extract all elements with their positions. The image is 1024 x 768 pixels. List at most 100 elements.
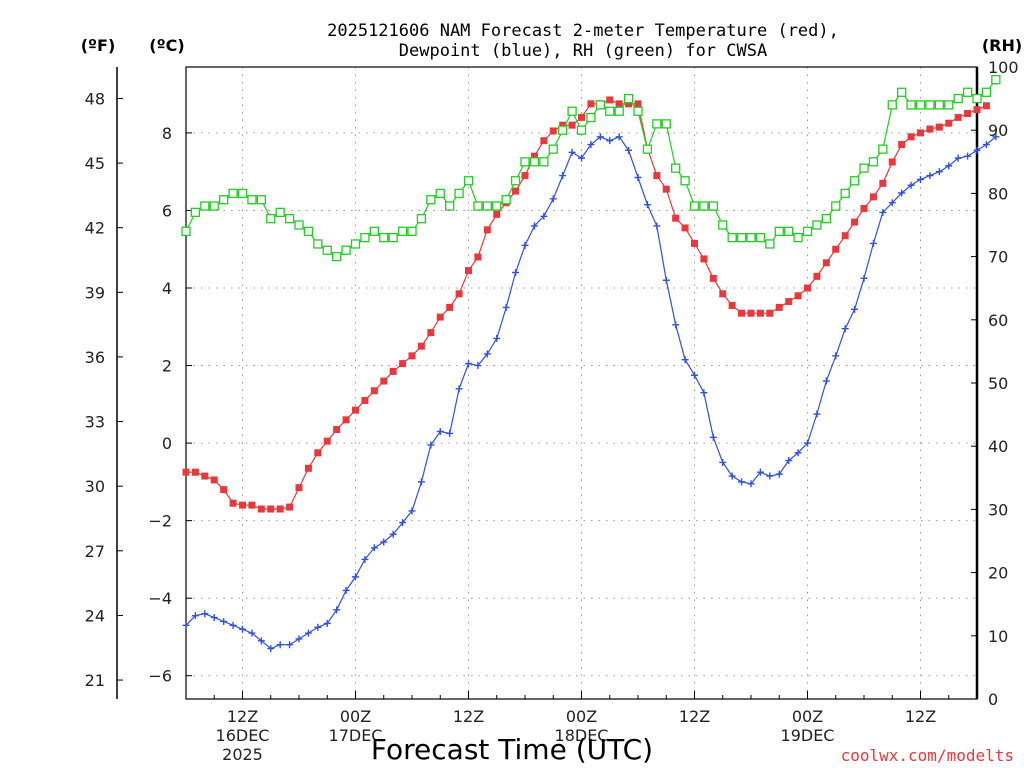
x-tick-label: 00Z — [792, 707, 823, 726]
dewpoint-point — [549, 195, 557, 203]
rh-point — [849, 176, 860, 186]
rh-point — [473, 201, 483, 211]
temperature-point — [417, 342, 425, 350]
dewpoint-point — [785, 457, 793, 465]
dewpoint-point — [917, 175, 924, 183]
temperature-point — [314, 449, 322, 457]
temperature-point — [276, 505, 284, 513]
temperature-point — [832, 245, 840, 253]
rh-point — [284, 214, 295, 224]
dewpoint-point — [399, 519, 407, 527]
temperature-point — [945, 119, 953, 127]
dewpoint-point — [992, 133, 1000, 141]
x-tick-label: 17DEC — [329, 726, 383, 745]
fahrenheit-tick-label: 27 — [85, 542, 105, 561]
rh-point — [972, 93, 982, 104]
temperature-point — [323, 437, 331, 445]
rh-point — [793, 232, 803, 243]
rh-point — [736, 232, 747, 243]
rh-point — [341, 245, 351, 255]
rh-tick-label: 10 — [988, 627, 1008, 646]
dewpoint-point — [681, 356, 689, 364]
rh-point — [944, 100, 954, 110]
rh-point — [397, 226, 408, 236]
dewpoint-point — [615, 133, 623, 141]
dewpoint-point — [210, 614, 218, 622]
rh-point — [906, 100, 916, 110]
rh-point — [652, 119, 662, 129]
temperature-point — [700, 255, 708, 263]
dewpoint-point — [483, 350, 491, 358]
rh-point — [256, 195, 266, 205]
celsius-tick-label: 8 — [162, 124, 172, 143]
dewpoint-point — [323, 619, 331, 627]
temperature-point — [691, 239, 698, 247]
rh-point — [897, 87, 907, 97]
temperature-point — [257, 505, 265, 513]
dewpoint-point — [465, 360, 472, 368]
dewpoint-point — [304, 629, 312, 637]
tick-labels: 86420−2−4−648454239363330272421100908070… — [85, 58, 1019, 764]
dewpoint-point — [342, 586, 350, 594]
rh-point — [332, 251, 342, 262]
rh-point — [482, 201, 492, 211]
temperature-point — [352, 406, 359, 414]
dewpoint-point — [248, 629, 256, 637]
rh-point — [492, 201, 502, 211]
temperature-point — [408, 352, 416, 360]
dewpoint-point — [295, 635, 303, 643]
rh-point — [887, 100, 897, 110]
dewpoint-point — [408, 507, 416, 515]
dewpoint-point — [662, 276, 670, 284]
rh-point — [350, 239, 361, 249]
dewpoint-point — [804, 439, 811, 447]
temperature-point — [380, 377, 388, 385]
temperature-point — [813, 272, 821, 280]
temperature-point — [446, 303, 454, 311]
series-line — [185, 136, 997, 650]
temperature-point — [493, 210, 501, 218]
dewpoint-point — [333, 606, 341, 614]
dewpoint-point — [775, 470, 783, 478]
rh-point — [915, 100, 926, 110]
dewpoint-point — [672, 321, 680, 329]
rh-point — [671, 163, 681, 173]
temperature-point — [672, 214, 680, 222]
temperature-point — [455, 290, 463, 298]
temperature-point — [210, 476, 218, 484]
temperature-point — [860, 205, 868, 213]
temperature-point — [804, 284, 811, 292]
dewpoint-point — [728, 472, 736, 480]
rh-point — [463, 176, 474, 186]
dewpoint-point — [643, 201, 651, 209]
dewpoint-point — [860, 274, 868, 282]
rh-point — [746, 232, 756, 243]
celsius-tick-label: 6 — [162, 201, 172, 220]
rh-point — [454, 188, 464, 199]
rh-point — [426, 195, 436, 205]
celsius-tick-label: 0 — [162, 434, 172, 453]
rh-point — [991, 74, 1001, 85]
rh-tick-label: 30 — [988, 500, 1008, 519]
dewpoint-point — [945, 162, 953, 170]
temperature-point — [549, 127, 557, 135]
dewpoint-point — [691, 371, 698, 379]
rh-point — [868, 157, 879, 167]
rh-point — [520, 157, 530, 167]
temperature-point — [389, 367, 397, 375]
dewpoint-point — [879, 208, 887, 216]
dewpoint-point — [926, 172, 934, 180]
temperature-point — [427, 329, 435, 337]
rh-point — [633, 106, 643, 116]
rh-point — [219, 195, 229, 205]
x-tick-label: 00Z — [340, 707, 371, 726]
dewpoint-point — [417, 478, 425, 486]
dewpoint-point — [380, 538, 388, 546]
dewpoint-point — [361, 555, 369, 563]
rh-point — [774, 226, 784, 236]
temperature-point — [229, 499, 237, 507]
temperature-point — [559, 121, 567, 129]
rh-point — [548, 144, 558, 154]
dewpoint-point — [578, 154, 585, 162]
